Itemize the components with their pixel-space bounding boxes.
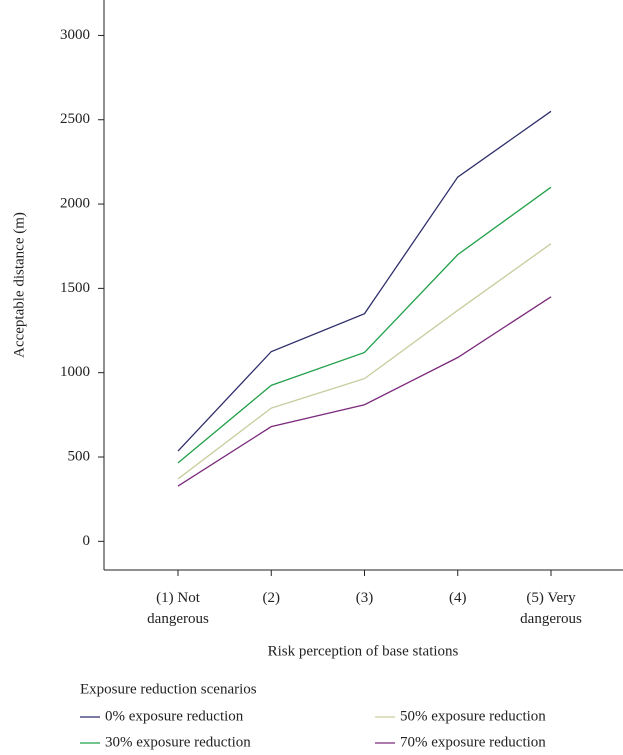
x-tick-label: (5) Very dangerous bbox=[520, 590, 582, 627]
y-tick-label: 3000 bbox=[60, 27, 90, 43]
y-axis-label: Acceptable distance (m) bbox=[11, 212, 27, 358]
x-tick-label: (3) bbox=[356, 590, 374, 606]
legend-label: 50% exposure reduction bbox=[400, 708, 546, 724]
y-tick-label: 2500 bbox=[60, 111, 90, 127]
y-tick-label: 500 bbox=[68, 448, 91, 464]
y-tick-label: 1500 bbox=[60, 280, 90, 296]
series-line bbox=[177, 243, 552, 480]
series-line bbox=[177, 186, 552, 464]
x-axis-label: Risk perception of base stations bbox=[268, 643, 459, 659]
y-tick-label: 0 bbox=[83, 533, 91, 549]
series-line bbox=[177, 296, 552, 487]
legend-label: 30% exposure reduction bbox=[105, 734, 251, 750]
x-tick-label: (2) bbox=[263, 590, 281, 606]
x-tick-label: (1) Not dangerous bbox=[147, 590, 209, 627]
y-tick-label: 2000 bbox=[60, 195, 90, 211]
legend-label: 0% exposure reduction bbox=[105, 708, 244, 724]
legend-title: Exposure reduction scenarios bbox=[80, 681, 257, 697]
y-tick-label: 1000 bbox=[60, 364, 90, 380]
x-tick-label: (4) bbox=[449, 590, 467, 606]
legend-label: 70% exposure reduction bbox=[400, 734, 546, 750]
series-line bbox=[177, 110, 552, 452]
